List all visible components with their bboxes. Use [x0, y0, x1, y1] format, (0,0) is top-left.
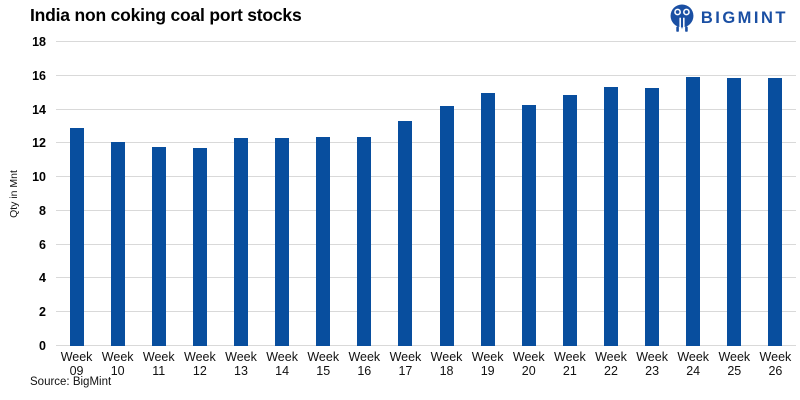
bar: [357, 136, 372, 346]
x-tick-label: Week 19: [471, 350, 504, 379]
bar: [151, 146, 166, 346]
gridline: [56, 345, 796, 346]
bar-slot: [714, 42, 755, 346]
x-tick-label: Week 10: [101, 350, 134, 379]
bar-slot: [303, 42, 344, 346]
bar: [192, 148, 207, 346]
gridline: [56, 142, 796, 144]
bar: [110, 141, 125, 346]
bar: [480, 92, 495, 346]
bar-slot: [56, 42, 97, 346]
bar-slot: [220, 42, 261, 346]
gridline: [56, 41, 796, 42]
bar-slot: [97, 42, 138, 346]
y-tick-label: 0: [39, 339, 46, 353]
x-tick-label: Week 17: [389, 350, 422, 379]
bar: [521, 105, 536, 346]
bar-slot: [632, 42, 673, 346]
bigmint-logo: BIGMINT: [669, 4, 788, 33]
y-tick-label: 16: [32, 68, 46, 83]
bar: [439, 106, 454, 346]
bar-slot: [138, 42, 179, 346]
bar: [768, 78, 783, 346]
bar-slot: [467, 42, 508, 346]
x-tick-label: Week 21: [554, 350, 586, 379]
gridline: [56, 108, 796, 110]
bar: [275, 138, 290, 346]
gridline: [56, 277, 796, 279]
y-tick-label: 4: [39, 271, 46, 286]
bar: [686, 76, 701, 346]
y-tick-label: 10: [32, 170, 46, 185]
y-tick-label: 2: [39, 305, 46, 320]
x-tick-label: Week 25: [718, 350, 751, 379]
plot-area: 0 2 4 6 8 10 12 14 16 18: [32, 35, 796, 353]
bar-slot: [549, 42, 590, 346]
bar: [316, 136, 331, 346]
bar-slot: [673, 42, 714, 346]
x-tick-label: Week 22: [595, 350, 627, 379]
bar-slot: [179, 42, 220, 346]
bar-slot: [344, 42, 385, 346]
bar-slot: [755, 42, 796, 346]
gridline: [56, 311, 796, 313]
bar: [727, 78, 742, 346]
y-tick-label: 14: [32, 102, 46, 117]
bar: [562, 95, 577, 346]
bigmint-logo-icon: [669, 4, 695, 33]
gridline: [56, 74, 796, 76]
bar-slot: [262, 42, 303, 346]
bigmint-logo-text: BIGMINT: [700, 9, 788, 27]
bar-slot: [590, 42, 631, 346]
bar: [398, 121, 413, 346]
x-tick-label: Week 26: [759, 350, 792, 379]
source-note: Source: BigMint: [30, 376, 112, 388]
y-tick-label: 8: [39, 203, 46, 218]
x-tick-label: Week 16: [348, 350, 381, 379]
bar: [645, 87, 660, 346]
y-tick-label: 6: [39, 237, 46, 252]
x-tick-label: Week 14: [266, 350, 298, 379]
bar: [603, 86, 618, 346]
chart-title: India non coking coal port stocks: [30, 5, 302, 25]
bar-series: [56, 42, 796, 346]
x-tick-label: Week 23: [636, 350, 668, 379]
bar: [233, 138, 248, 346]
bar-slot: [508, 42, 549, 346]
x-tick-label: Week 11: [142, 350, 175, 379]
gridline: [56, 209, 796, 211]
y-tick-label: 12: [32, 136, 46, 151]
gridline: [56, 176, 796, 178]
bar-slot: [426, 42, 467, 346]
y-tick-label: 18: [32, 35, 46, 49]
x-tick-label: Week 13: [225, 350, 257, 379]
x-axis-labels: Week 09 Week 10 Week 11 Week 12 Week 13 Week 14 Week…: [56, 350, 796, 379]
x-tick-label: Week 12: [184, 350, 216, 379]
x-tick-label: Week 15: [307, 350, 340, 379]
x-tick-label: Week 20: [512, 350, 545, 379]
x-tick-label: Week 18: [430, 350, 463, 379]
bar-slot: [385, 42, 426, 346]
bar: [69, 128, 84, 346]
gridline: [56, 243, 796, 245]
x-tick-label: Week 09: [60, 350, 93, 379]
x-tick-label: Week 24: [677, 350, 710, 379]
